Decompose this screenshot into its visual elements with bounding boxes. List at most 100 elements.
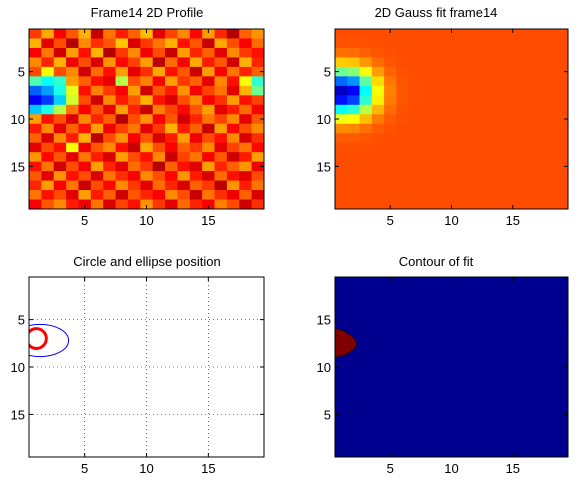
- heatmap-cell: [90, 95, 104, 106]
- heatmap-cell: [420, 114, 434, 125]
- heatmap-cell: [359, 142, 373, 153]
- heatmap-cell: [335, 47, 348, 58]
- heatmap-cell: [239, 171, 253, 181]
- heatmap-cell: [384, 76, 397, 87]
- heatmap-cell: [29, 85, 42, 96]
- heatmap-cell: [214, 152, 228, 163]
- heatmap-cell: [66, 142, 79, 153]
- heatmap-cell: [140, 95, 154, 106]
- heatmap-cell: [29, 57, 42, 68]
- heatmap-cell: [433, 104, 446, 115]
- heatmap-cell: [202, 85, 215, 96]
- heatmap-cell: [103, 85, 116, 96]
- heatmap-cell: [152, 38, 166, 49]
- heatmap-cell: [457, 142, 471, 153]
- heatmap-cell: [543, 66, 557, 77]
- x-tick-label: 15: [201, 461, 215, 476]
- heatmap-cell: [384, 190, 397, 200]
- heatmap-cell: [78, 123, 92, 134]
- heatmap-cell: [103, 199, 116, 210]
- heatmap-cell: [433, 95, 446, 106]
- heatmap-cell: [214, 47, 228, 58]
- heatmap-cell: [469, 161, 483, 172]
- heatmap-cell: [140, 47, 154, 58]
- heatmap-cell: [90, 123, 104, 134]
- x-tick-label: 10: [139, 213, 153, 228]
- heatmap-cell: [103, 114, 116, 125]
- heatmap-cell: [177, 66, 191, 77]
- heatmap-cell: [347, 190, 360, 200]
- heatmap-cell: [433, 199, 446, 210]
- heatmap-cell: [543, 142, 557, 153]
- heatmap-cell: [543, 123, 557, 134]
- heatmap-cell: [53, 114, 67, 125]
- heatmap-cell: [152, 85, 166, 96]
- heatmap-cell: [518, 38, 532, 49]
- heatmap-cell: [531, 38, 544, 49]
- heatmap-cell: [494, 29, 508, 39]
- heatmap-cell: [506, 199, 520, 210]
- heatmap-cell: [482, 123, 495, 134]
- heatmap-cell: [420, 123, 434, 134]
- heatmap-cell: [384, 29, 397, 39]
- heatmap-cell: [396, 133, 409, 144]
- heatmap-cell: [41, 66, 55, 77]
- heatmap-cell: [226, 190, 240, 200]
- heatmap-cell: [433, 29, 446, 39]
- x-tick-label: 5: [81, 213, 88, 228]
- heatmap-cell: [408, 171, 422, 181]
- heatmap-cell: [359, 85, 373, 96]
- heatmap-cell: [420, 161, 434, 172]
- heatmap-cell: [239, 133, 253, 144]
- heatmap-cell: [140, 57, 154, 68]
- heatmap-cell: [78, 57, 92, 68]
- heatmap-cell: [78, 180, 92, 191]
- heatmap-cell: [214, 38, 228, 49]
- heatmap-cell: [543, 180, 557, 191]
- heatmap-cell: [371, 123, 385, 134]
- heatmap-cell: [531, 152, 544, 163]
- heatmap-cell: [103, 104, 116, 115]
- heatmap-cell: [518, 76, 532, 87]
- heatmap-cell: [420, 95, 434, 106]
- heatmap-cell: [152, 29, 166, 39]
- heatmap-cell: [29, 152, 42, 163]
- heatmap-cell: [90, 133, 104, 144]
- heatmap-cell: [53, 142, 67, 153]
- heatmap-cell: [66, 57, 79, 68]
- heatmap-cell: [518, 85, 532, 96]
- heatmap-cell: [396, 114, 409, 125]
- heatmap-cell: [127, 29, 141, 39]
- heatmap-cell: [445, 180, 459, 191]
- heatmap-cell: [53, 133, 67, 144]
- heatmap-cell: [482, 76, 495, 87]
- heatmap-cell: [506, 57, 520, 68]
- heatmap-cell: [66, 104, 79, 115]
- heatmap-cell: [482, 114, 495, 125]
- heatmap-cell: [152, 57, 166, 68]
- heatmap-cell: [384, 104, 397, 115]
- heatmap-cell: [482, 152, 495, 163]
- heatmap-cell: [66, 123, 79, 134]
- heatmap-cell: [543, 114, 557, 125]
- heatmap-cell: [494, 152, 508, 163]
- heatmap-cell: [90, 152, 104, 163]
- heatmap-cell: [457, 85, 471, 96]
- heatmap-cell: [359, 171, 373, 181]
- heatmap-cell: [214, 123, 228, 134]
- heatmap-cell: [202, 47, 215, 58]
- heatmap-cell: [396, 171, 409, 181]
- heatmap-cell: [359, 66, 373, 77]
- heatmap-cell: [115, 38, 129, 49]
- heatmap-cell: [469, 38, 483, 49]
- heatmap-cell: [140, 171, 154, 181]
- heatmap-cell: [165, 76, 178, 87]
- heatmap-cell: [202, 161, 215, 172]
- heatmap-cell: [66, 161, 79, 172]
- heatmap-cell: [214, 57, 228, 68]
- heatmap-cell: [165, 95, 178, 106]
- heatmap-cell: [371, 190, 385, 200]
- heatmap-cell: [335, 76, 348, 87]
- heatmap-cell: [202, 142, 215, 153]
- heatmap-cell: [457, 47, 471, 58]
